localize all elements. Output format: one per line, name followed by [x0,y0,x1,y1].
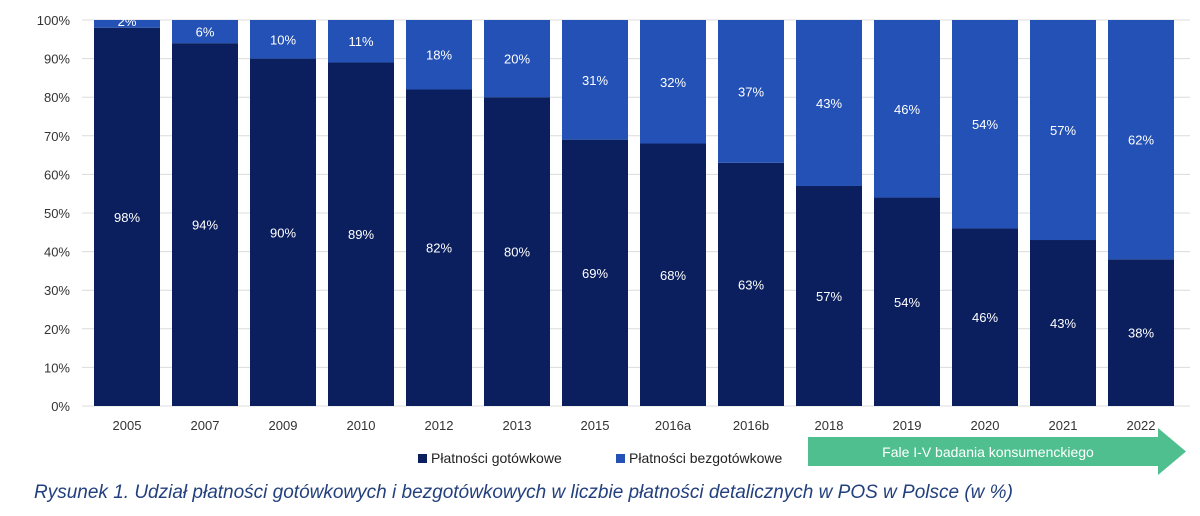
bar-cashless [874,20,940,198]
data-label: 37% [738,84,764,99]
y-tick-label: 10% [44,360,70,375]
data-label: 94% [192,218,218,233]
bar-cashless [484,20,550,98]
data-label: 62% [1128,133,1154,148]
data-label: 63% [738,277,764,292]
x-tick-label: 2005 [113,418,142,433]
bar-cash [562,139,628,406]
bar-cashless [250,20,316,59]
x-tick-label: 2019 [893,418,922,433]
x-tick-label: 2016a [655,418,692,433]
y-tick-label: 40% [44,245,70,260]
x-tick-label: 2012 [425,418,454,433]
bar-cashless [718,20,784,163]
data-label: 82% [426,241,452,256]
bar-cash [718,162,784,406]
bar-cash [484,97,550,406]
data-label: 46% [894,102,920,117]
legend-item-cashless: Płatności bezgotówkowe [616,450,782,466]
x-tick-label: 2009 [269,418,298,433]
bar-cash [874,197,940,406]
data-label: 32% [660,75,686,90]
data-label: 38% [1128,326,1154,341]
y-tick-label: 0% [51,399,70,414]
bar-cashless [640,20,706,144]
data-label: 69% [582,266,608,281]
x-tick-label: 2022 [1127,418,1156,433]
y-tick-label: 20% [44,322,70,337]
bar-cash [640,143,706,406]
bar-cashless [328,20,394,63]
data-label: 54% [972,117,998,132]
bar-cash [796,185,862,406]
x-tick-label: 2020 [971,418,1000,433]
bar-cash [1108,259,1174,406]
x-tick-label: 2010 [347,418,376,433]
bar-cash [406,89,472,406]
data-label: 31% [582,73,608,88]
figure-caption: Rysunek 1. Udział płatności gotówkowych … [34,482,1013,503]
bar-cash [328,62,394,407]
x-tick-label: 2007 [191,418,220,433]
data-label: 10% [270,32,296,47]
legend-item-cash: Płatności gotówkowe [418,450,562,466]
data-label: 43% [1050,316,1076,331]
data-label: 54% [894,295,920,310]
data-label: 57% [1050,123,1076,138]
bar-cashless [172,20,238,44]
data-label: 89% [348,227,374,242]
survey-waves-arrow: Fale I-V badania konsumenckiego [808,428,1186,475]
legend-label-cashless: Płatności bezgotówkowe [629,450,783,466]
legend-swatch-cashless [616,453,625,463]
y-tick-label: 60% [44,167,70,182]
arrow-label: Fale I-V badania konsumenckiego [882,444,1094,460]
bar-cash [250,58,316,406]
bar-cashless [952,20,1018,229]
bar-cash [94,27,160,406]
arrow-shape [808,428,1186,475]
data-label: 80% [504,245,530,260]
y-tick-label: 100% [37,13,71,28]
data-label: 90% [270,225,296,240]
data-label: 18% [426,48,452,63]
bar-cash [172,43,238,406]
y-tick-label: 30% [44,283,70,298]
bar-cashless [94,20,160,28]
data-label: 98% [114,210,140,225]
data-label: 57% [816,289,842,304]
x-tick-label: 2013 [503,418,532,433]
legend-label-cash: Płatności gotówkowe [431,450,562,466]
bar-cashless [406,20,472,90]
x-tick-label: 2021 [1049,418,1078,433]
data-label: 6% [196,25,215,40]
y-tick-label: 80% [44,90,70,105]
x-tick-label: 2018 [815,418,844,433]
bar-cashless [1108,20,1174,260]
legend-swatch-cash [418,453,427,463]
data-label: 68% [660,268,686,283]
bar-cashless [562,20,628,140]
data-label: 20% [504,52,530,67]
x-tick-label: 2016b [733,418,769,433]
y-tick-label: 90% [44,52,70,67]
data-label: 11% [348,34,373,49]
bar-cashless [796,20,862,186]
data-label: 43% [816,96,842,111]
x-tick-label: 2015 [581,418,610,433]
bar-cash [952,228,1018,406]
data-label: 2% [118,14,137,29]
y-tick-label: 50% [44,206,70,221]
bar-cashless [1030,20,1096,241]
bar-cash [1030,240,1096,406]
y-tick-label: 70% [44,129,70,144]
data-label: 46% [972,310,998,325]
